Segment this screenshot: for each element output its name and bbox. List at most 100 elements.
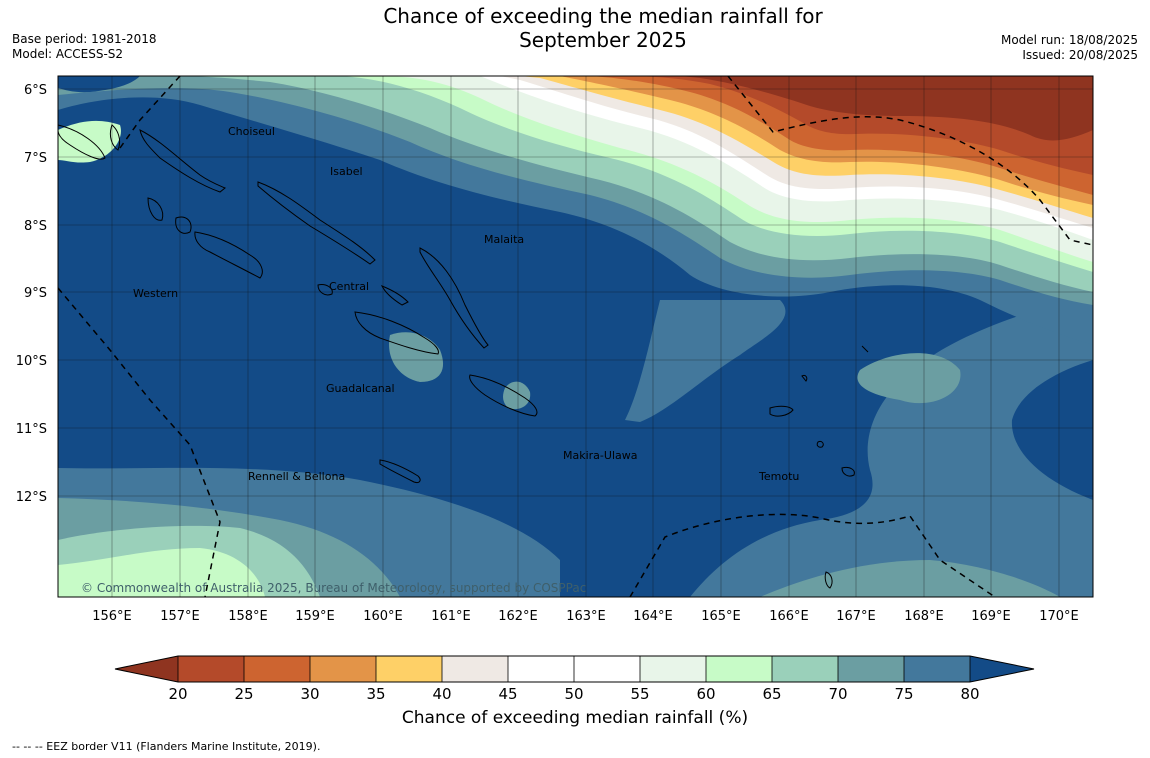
contour-band-70-southeast	[760, 560, 1060, 597]
province-label-guadalcanal: Guadalcanal	[326, 382, 395, 395]
contour-band-80-east	[1011, 360, 1093, 500]
colorbar-tick: 20	[168, 685, 187, 703]
province-label-malaita: Malaita	[484, 233, 524, 246]
model-name: Model: ACCESS-S2	[12, 47, 124, 61]
contour-band-60-south	[58, 548, 265, 597]
colorbar-segment	[508, 656, 574, 682]
lon-label: 161°E	[431, 609, 471, 624]
island-utupua	[816, 441, 824, 448]
colorbar-segment	[904, 656, 970, 682]
meta-left: Base period: 1981-2018 Model: ACCESS-S2	[12, 32, 157, 62]
island-new-georgia	[194, 231, 263, 279]
contour-band-70-east	[857, 353, 961, 404]
island-makira	[469, 374, 538, 417]
map-frame	[57, 75, 1094, 598]
lat-label: 10°S	[16, 354, 47, 369]
colorbar-segment	[244, 656, 310, 682]
colorbar-segment	[178, 656, 244, 682]
lon-label: 167°E	[836, 609, 876, 624]
base-period: Base period: 1981-2018	[12, 32, 157, 46]
title-line-1: Chance of exceeding the median rainfall …	[383, 4, 823, 28]
colorbar-tick: 50	[564, 685, 583, 703]
title-line-2: September 2025	[519, 28, 687, 52]
colorbar-segment	[442, 656, 508, 682]
island-reef	[861, 345, 869, 353]
lon-label: 164°E	[633, 609, 673, 624]
colorbar-ticks: 20 25 30 35 40 45 50 55 60 65 70 75 80	[168, 685, 979, 703]
province-label-isabel: Isabel	[330, 165, 363, 178]
lat-label: 6°S	[24, 83, 47, 98]
meta-right: Model run: 18/08/2025 Issued: 20/08/2025	[1001, 33, 1138, 63]
eez-border	[58, 76, 1093, 597]
colorbar-segment	[574, 656, 640, 682]
lon-label: 160°E	[363, 609, 403, 624]
island-torres	[824, 571, 833, 589]
colorbar-segment	[310, 656, 376, 682]
eez-border-west	[58, 287, 221, 597]
map-title: Chance of exceeding the median rainfall …	[300, 4, 906, 52]
province-label-western: Western	[133, 287, 178, 300]
colorbar-tick: 40	[432, 685, 451, 703]
lon-label: 170°E	[1039, 609, 1079, 624]
lon-label: 157°E	[160, 609, 200, 624]
lon-label: 169°E	[971, 609, 1011, 624]
colorbar-segment	[640, 656, 706, 682]
colorbar-tick: 65	[762, 685, 781, 703]
island-bougainville	[58, 124, 106, 160]
colorbar-tick: 70	[828, 685, 847, 703]
province-label-temotu: Temotu	[758, 470, 799, 483]
lon-label: 156°E	[92, 609, 132, 624]
lat-label: 7°S	[24, 151, 47, 166]
eez-legend: -- -- -- EEZ border V11 (Flanders Marine…	[12, 740, 321, 753]
colorbar: 20 25 30 35 40 45 50 55 60 65 70 75 80	[114, 655, 1035, 703]
latitude-labels: 6°S 7°S 8°S 9°S 10°S 11°S 12°S	[16, 83, 47, 505]
contour-band-80-nw	[58, 76, 140, 93]
island-vella-lavella	[147, 197, 164, 221]
island-guadalcanal	[354, 311, 439, 355]
colorbar-tick: 55	[630, 685, 649, 703]
colorbar-tick: 75	[894, 685, 913, 703]
lon-label: 166°E	[769, 609, 809, 624]
province-labels: Choiseul Isabel Malaita Western Central …	[133, 125, 799, 483]
island-rennell	[379, 459, 421, 483]
island-florida	[317, 284, 333, 296]
island-santa-cruz	[769, 405, 794, 417]
copyright-text: © Commonwealth of Australia 2025, Bureau…	[81, 581, 586, 595]
colorbar-tick: 45	[498, 685, 517, 703]
lat-label: 12°S	[16, 490, 47, 505]
colorbar-extend-high	[970, 656, 1034, 682]
colorbar-segment	[706, 656, 772, 682]
province-label-choiseul: Choiseul	[228, 125, 275, 138]
colorbar-tick: 25	[234, 685, 253, 703]
eez-border-northwest	[119, 76, 181, 149]
lon-label: 162°E	[498, 609, 538, 624]
colorbar-label: Chance of exceeding median rainfall (%)	[401, 708, 749, 728]
lat-label: 11°S	[16, 422, 47, 437]
island-malaita	[419, 247, 489, 349]
lat-label: 9°S	[24, 286, 47, 301]
longitude-labels: 156°E 157°E 158°E 159°E 160°E 161°E 162°…	[92, 609, 1079, 624]
graticule	[58, 76, 1093, 597]
province-label-makira-ulawa: Makira-Ulawa	[563, 449, 637, 462]
colorbar-segment	[772, 656, 838, 682]
lon-label: 168°E	[904, 609, 944, 624]
lat-label: 8°S	[24, 219, 47, 234]
contour-band-70-guadalcanal	[389, 332, 444, 382]
lon-label: 158°E	[228, 609, 268, 624]
model-run: Model run: 18/08/2025	[1000, 33, 1138, 47]
province-label-central: Central	[329, 280, 369, 293]
lon-label: 165°E	[701, 609, 741, 624]
island-russell	[380, 285, 409, 306]
lon-label: 163°E	[566, 609, 606, 624]
issued-date: Issued: 20/08/2025	[1022, 48, 1138, 62]
contour-band-75-centre	[625, 300, 786, 422]
colorbar-tick: 35	[366, 685, 385, 703]
province-label-rennell-bellona: Rennell & Bellona	[248, 470, 345, 483]
contour-band-75-east	[690, 300, 1093, 597]
island-buka	[109, 124, 121, 151]
coastlines	[58, 124, 869, 589]
island-choiseul	[139, 129, 226, 193]
rainfall-contours	[58, 76, 1093, 597]
island-kolombangara	[175, 216, 192, 234]
eez-border-southeast	[629, 513, 996, 597]
